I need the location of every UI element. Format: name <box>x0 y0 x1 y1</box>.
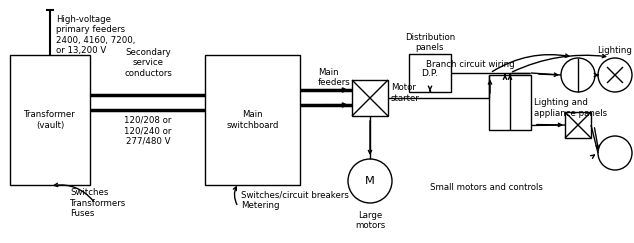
Text: Switches/circuit breakers
Metering: Switches/circuit breakers Metering <box>242 190 349 210</box>
Text: Lighting: Lighting <box>597 46 632 55</box>
Bar <box>565 112 591 138</box>
Text: Motor
starter: Motor starter <box>391 83 420 103</box>
Text: Lighting and
appliance panels: Lighting and appliance panels <box>534 98 607 118</box>
Bar <box>10 55 90 185</box>
Text: Distribution
panels: Distribution panels <box>405 33 455 52</box>
Text: Main
switchboard: Main switchboard <box>226 110 279 130</box>
Bar <box>489 76 531 130</box>
Text: 120/208 or
120/240 or
277/480 V: 120/208 or 120/240 or 277/480 V <box>124 116 172 146</box>
Text: Switches
Transformers
Fuses: Switches Transformers Fuses <box>70 188 126 218</box>
Text: Transformer
(vault): Transformer (vault) <box>24 110 76 130</box>
Text: Branch circuit wiring: Branch circuit wiring <box>425 60 514 69</box>
Text: Main
feeders: Main feeders <box>318 68 351 87</box>
Text: High-voltage
primary feeders
2400, 4160, 7200,
or 13,200 V: High-voltage primary feeders 2400, 4160,… <box>56 15 136 55</box>
Text: Small motors and controls: Small motors and controls <box>430 183 543 192</box>
Text: Large
motors: Large motors <box>355 211 385 230</box>
Text: Secondary
service
conductors: Secondary service conductors <box>124 48 172 78</box>
Bar <box>352 80 388 116</box>
Bar <box>409 54 451 92</box>
Text: M: M <box>365 176 375 186</box>
Bar <box>205 55 300 185</box>
Text: D.P.: D.P. <box>422 69 439 78</box>
